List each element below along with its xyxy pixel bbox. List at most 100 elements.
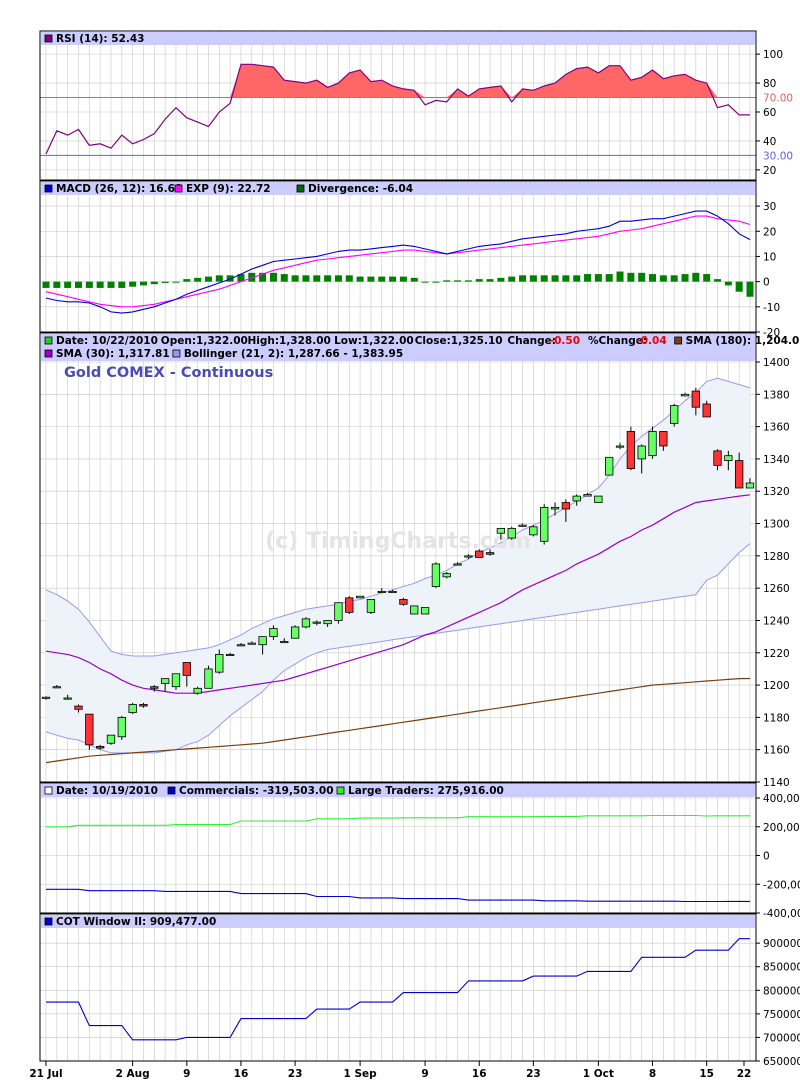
price-chart-title: Gold COMEX - Continuous	[64, 365, 273, 381]
macd-divergence-bar	[107, 281, 115, 288]
macd-divergence-bar	[540, 275, 548, 282]
macd-legend-1: EXP (9): 22.72	[186, 183, 271, 195]
price-legend2-item-0: SMA (30): 1,317.81	[56, 348, 170, 360]
candle-body	[540, 506, 549, 542]
macd-divergence-bar	[194, 277, 202, 282]
price-legend-swatch	[674, 336, 683, 345]
macd-divergence-bar	[432, 281, 440, 283]
candle-body	[572, 495, 581, 502]
candle-body	[453, 563, 462, 566]
price-legend-item-1: Open:1,322.00	[161, 335, 248, 347]
price-panel: 1400 1380 1360 1340 1320 1300 1280 1260 1240 1220…	[39, 332, 800, 789]
macd-legend-1-swatch	[174, 184, 183, 193]
cot-panel: 400,000 200,000 0 -200,000 -400,000 Date: 10/…	[39, 782, 800, 920]
candle-body	[334, 602, 343, 621]
candle-body	[388, 590, 397, 593]
macd-divergence-bar	[183, 279, 191, 282]
price-tick-label: 1400	[763, 357, 790, 369]
price-tick-label: 1220	[763, 648, 790, 660]
macd-legend-0-swatch	[44, 184, 53, 193]
macd-divergence-bar	[129, 281, 137, 287]
price-legend-item-7: SMA (180): 1,204.05	[686, 335, 800, 347]
macd-divergence-bar	[356, 276, 364, 282]
rsi-30-label: 30.00	[763, 150, 793, 162]
macd-divergence-bar	[378, 276, 386, 282]
cotw-legend-bar	[41, 915, 755, 928]
candle-body	[670, 405, 679, 424]
cot-legend-2: Large Traders: 275,916.00	[348, 785, 504, 797]
macd-divergence-bar	[551, 275, 559, 282]
macd-line	[45, 210, 751, 314]
candle-body	[41, 696, 51, 699]
cot-tick-label: -200,000	[763, 879, 800, 891]
price-legend-item-2: High:1,328.00	[247, 335, 330, 347]
macd-divergence-bar	[324, 275, 332, 282]
macd-divergence-bar	[85, 281, 93, 288]
macd-divergence-bar	[259, 272, 267, 282]
candle-body	[258, 636, 267, 646]
candle-body	[485, 552, 495, 555]
macd-divergence-bar	[692, 272, 700, 282]
candle-body	[204, 668, 213, 689]
rsi-tick-label: 20	[763, 165, 776, 177]
candle-body	[301, 618, 311, 628]
rsi-tick-label: 40	[763, 136, 776, 148]
x-tick-label: 16	[472, 1068, 487, 1080]
price-legend-item-5: Change:	[507, 335, 556, 347]
macd-divergence-bar	[497, 277, 505, 282]
candle-body	[442, 573, 451, 578]
price-tick-label: 1280	[763, 551, 790, 563]
macd-divergence-bar	[421, 281, 429, 283]
candle-body	[96, 746, 105, 749]
macd-divergence-bar	[605, 274, 613, 282]
candle-body	[355, 595, 365, 599]
candle-body	[377, 590, 386, 593]
watermark: (c) TimingCharts.com	[265, 529, 531, 554]
candle-body	[420, 607, 430, 615]
cot-legend-0-swatch	[44, 786, 53, 795]
cotw-tick-label: 700000	[763, 1032, 800, 1044]
x-tick-label: 9	[183, 1068, 190, 1080]
macd-divergence-bar	[649, 274, 657, 282]
macd-divergence-bar	[573, 275, 581, 282]
price-legend-item-3: Low:1,322.00	[334, 335, 414, 347]
candle-body	[518, 524, 527, 527]
candle-body	[63, 697, 72, 700]
cotw-border	[39, 913, 757, 1062]
cot-legend-0: Date: 10/19/2010	[56, 785, 158, 797]
candle-body	[366, 599, 376, 613]
candle-body	[128, 704, 137, 713]
macd-divergence-bar	[161, 281, 169, 283]
macd-divergence-bar	[508, 276, 516, 282]
cotw-panel: 900000 850000 800000 750000 700000 650000 COT …	[39, 913, 800, 1068]
candle-body	[626, 431, 636, 470]
macd-tick-label: -20	[763, 327, 780, 339]
candle-body	[312, 621, 321, 624]
price-legend2-swatch	[172, 349, 181, 358]
price-legend2-swatch	[44, 349, 53, 358]
price-tick-label: 1380	[763, 389, 790, 401]
price-legend-item-4: Close:1,325.10	[415, 335, 503, 347]
candle-body	[215, 653, 224, 673]
macd-border	[39, 180, 757, 333]
macd-legend-0: MACD (26, 12): 16.68	[56, 183, 182, 195]
macd-divergence-bar	[150, 281, 158, 285]
rsi-70-label: 70.00	[763, 93, 793, 105]
candle-body	[160, 678, 170, 684]
price-legend-item-6: %Change:	[588, 335, 647, 347]
price-tick-label: 1320	[763, 486, 790, 498]
macd-divergence-bar	[638, 272, 646, 282]
candle-body	[702, 403, 711, 418]
candle-body	[106, 734, 116, 744]
x-tick-label: 23	[288, 1068, 303, 1080]
macd-exp-line	[45, 215, 751, 308]
price-legend-value-6: -0.04	[636, 335, 666, 347]
candle-body	[193, 687, 202, 694]
bollinger-lower-line	[45, 543, 751, 754]
x-axis: 21 Jul 2 Aug 9 16 23 1 Sep 9 16 23 1 Oct 8 15 22	[29, 1061, 751, 1080]
candle-body	[464, 555, 473, 558]
candle-body	[399, 599, 408, 605]
macd-divergence-bar	[172, 281, 180, 283]
cotw-tick-label: 900000	[763, 938, 800, 950]
macd-divergence-bar	[367, 276, 375, 282]
